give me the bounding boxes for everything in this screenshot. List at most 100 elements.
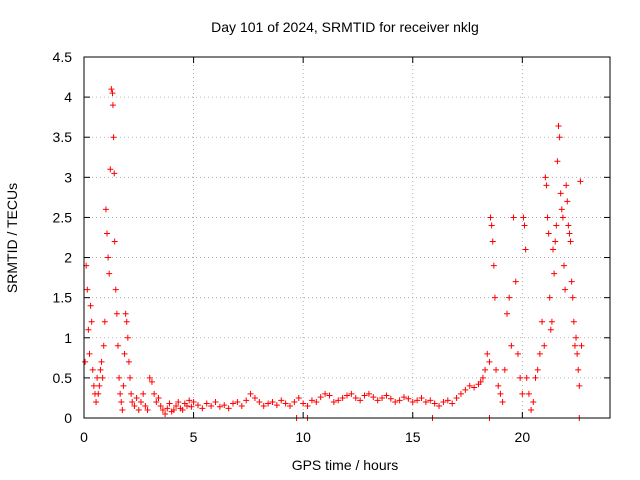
data-point bbox=[487, 214, 494, 221]
data-point bbox=[175, 398, 182, 405]
x-tick-label: 20 bbox=[515, 429, 531, 445]
data-point bbox=[109, 90, 116, 97]
data-point bbox=[370, 394, 377, 401]
data-point bbox=[133, 394, 140, 401]
data-point bbox=[547, 326, 554, 333]
y-tick-label: 0 bbox=[64, 410, 72, 426]
data-point bbox=[109, 102, 116, 109]
data-point bbox=[148, 378, 155, 385]
data-point bbox=[188, 403, 195, 410]
y-axis-label: SRMTID / TECUs bbox=[4, 183, 20, 293]
y-tick-label: 3 bbox=[64, 169, 72, 185]
data-point bbox=[392, 398, 399, 405]
data-point bbox=[387, 395, 394, 402]
data-point bbox=[100, 342, 107, 349]
data-point bbox=[313, 398, 320, 405]
data-point bbox=[479, 374, 486, 381]
data-point bbox=[570, 318, 577, 325]
data-point bbox=[230, 400, 237, 407]
data-point bbox=[140, 390, 147, 397]
data-point bbox=[208, 402, 215, 409]
x-tick-label: 10 bbox=[295, 429, 311, 445]
data-point bbox=[491, 294, 498, 301]
data-point bbox=[129, 398, 136, 405]
data-point bbox=[497, 390, 504, 397]
data-point bbox=[106, 270, 113, 277]
data-point bbox=[564, 198, 571, 205]
data-point bbox=[99, 374, 106, 381]
data-point bbox=[190, 398, 197, 405]
data-point bbox=[577, 178, 584, 185]
data-point bbox=[330, 398, 337, 405]
data-point bbox=[506, 294, 513, 301]
data-point bbox=[501, 366, 508, 373]
data-point bbox=[521, 222, 528, 229]
data-point bbox=[503, 310, 510, 317]
data-point bbox=[528, 406, 535, 413]
data-point bbox=[113, 310, 120, 317]
data-point bbox=[225, 405, 232, 412]
data-point bbox=[436, 402, 443, 409]
data-point bbox=[95, 390, 102, 397]
data-point bbox=[569, 294, 576, 301]
data-point bbox=[344, 392, 350, 399]
data-point bbox=[142, 402, 149, 409]
x-tick-label: 0 bbox=[80, 429, 88, 445]
data-point bbox=[96, 382, 103, 389]
data-point bbox=[557, 190, 564, 197]
data-point bbox=[440, 398, 447, 405]
data-point bbox=[576, 382, 583, 389]
data-point bbox=[120, 382, 127, 389]
data-point bbox=[566, 230, 573, 237]
data-point bbox=[166, 400, 173, 407]
data-point bbox=[157, 402, 164, 409]
data-point bbox=[124, 334, 131, 341]
data-point bbox=[111, 170, 118, 177]
data-point bbox=[471, 384, 478, 391]
data-point bbox=[348, 390, 355, 397]
data-point bbox=[85, 326, 92, 333]
data-point bbox=[560, 262, 567, 269]
x-tick-label: 15 bbox=[405, 429, 421, 445]
data-point bbox=[278, 397, 285, 404]
data-point bbox=[553, 222, 560, 229]
data-point bbox=[90, 382, 97, 389]
data-point bbox=[466, 382, 473, 389]
data-point bbox=[374, 397, 381, 404]
data-point bbox=[135, 406, 142, 413]
data-point bbox=[545, 230, 552, 237]
data-point bbox=[493, 366, 500, 373]
data-point bbox=[162, 410, 169, 417]
data-point bbox=[414, 397, 421, 404]
data-point bbox=[550, 246, 557, 253]
data-point bbox=[361, 392, 368, 399]
data-point bbox=[520, 214, 527, 221]
data-point bbox=[530, 398, 537, 405]
data-point bbox=[539, 318, 546, 325]
data-point bbox=[97, 366, 104, 373]
data-point bbox=[532, 374, 539, 381]
y-tick-label: 4 bbox=[64, 89, 72, 105]
data-point bbox=[88, 318, 95, 325]
data-point bbox=[357, 397, 364, 404]
data-point bbox=[488, 222, 495, 229]
data-point bbox=[93, 398, 100, 405]
y-tick-label: 2.5 bbox=[53, 209, 73, 225]
data-point bbox=[534, 366, 541, 373]
data-point bbox=[495, 382, 502, 389]
data-point bbox=[546, 294, 553, 301]
data-point bbox=[567, 238, 574, 245]
data-point bbox=[146, 374, 153, 381]
data-point bbox=[457, 390, 464, 397]
data-point bbox=[508, 342, 515, 349]
y-tick-label: 2 bbox=[64, 250, 72, 266]
axis-ticks: 0 0.5 1 1.5 2 2.5 3 3.5 4 4.5 0 5 10 15 20 bbox=[53, 49, 610, 445]
data-point bbox=[127, 374, 134, 381]
data-point bbox=[260, 402, 267, 409]
data-point bbox=[118, 398, 125, 405]
data-point bbox=[326, 392, 333, 399]
data-point bbox=[82, 358, 89, 365]
data-point bbox=[84, 286, 91, 293]
data-point bbox=[87, 302, 94, 309]
data-point bbox=[308, 397, 315, 404]
